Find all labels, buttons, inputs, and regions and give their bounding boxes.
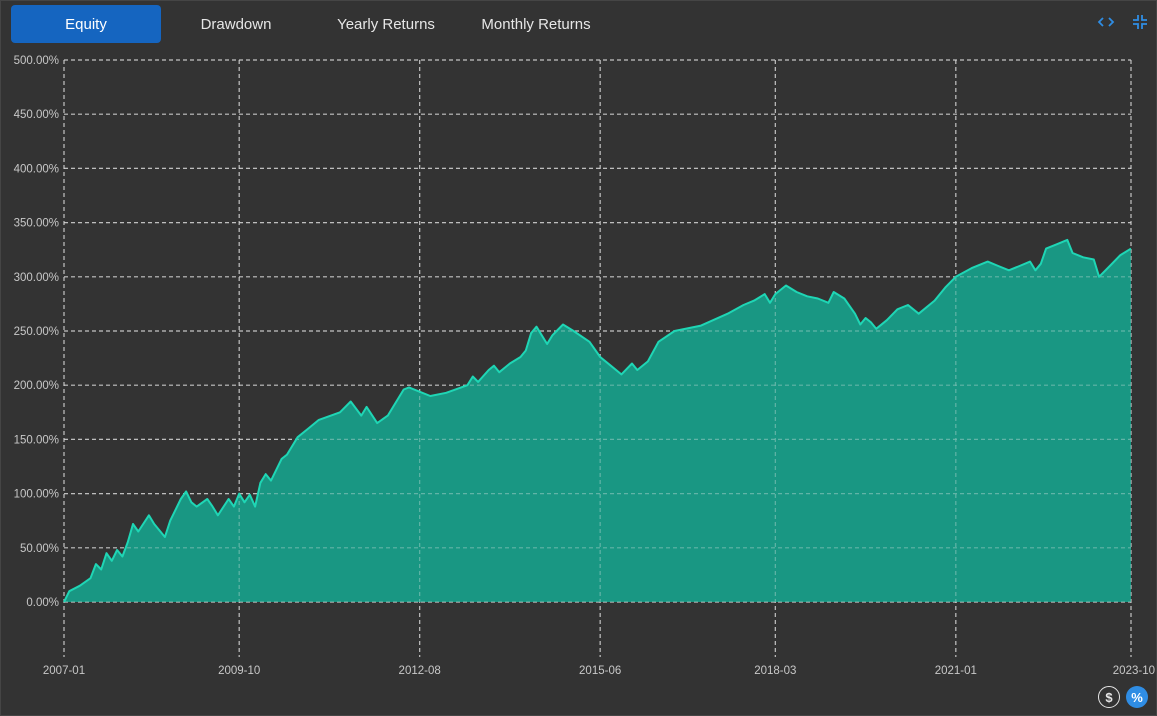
y-tick-label: 250.00%: [14, 326, 59, 338]
x-tick-label: 2009-10: [218, 665, 260, 677]
compress-icon[interactable]: [1130, 12, 1150, 32]
code-brackets-icon[interactable]: [1096, 12, 1116, 32]
grid-overlay: [63, 59, 1132, 657]
y-tick-label: 450.00%: [14, 109, 59, 121]
x-tick-label: 2015-06: [579, 665, 621, 677]
y-tick-label: 500.00%: [14, 55, 59, 67]
x-tick-label: 2012-08: [399, 665, 441, 677]
tab-monthly-returns[interactable]: Monthly Returns: [481, 15, 591, 33]
y-tick-label: 300.00%: [14, 272, 59, 284]
tab-yearly-returns[interactable]: Yearly Returns: [337, 15, 435, 33]
y-tick-label: 50.00%: [20, 543, 59, 555]
y-tick-label: 400.00%: [14, 163, 59, 175]
tab-bar: Equity Drawdown Yearly Returns Monthly R…: [11, 5, 611, 43]
y-tick-label: 350.00%: [14, 218, 59, 230]
y-tick-label: 0.00%: [26, 597, 59, 609]
tab-drawdown[interactable]: Drawdown: [200, 15, 272, 33]
y-tick-label: 100.00%: [14, 489, 59, 501]
equity-area: [64, 239, 1131, 602]
x-tick-label: 2018-03: [754, 665, 796, 677]
percent-toggle-button[interactable]: %: [1126, 686, 1148, 708]
x-tick-label: 2021-01: [935, 665, 977, 677]
equity-line: [63, 238, 1132, 603]
y-tick-label: 150.00%: [14, 434, 59, 446]
x-tick-label: 2007-01: [43, 665, 85, 677]
x-tick-label: 2023-10: [1113, 665, 1155, 677]
y-tick-label: 200.00%: [14, 380, 59, 392]
tab-equity[interactable]: Equity: [11, 5, 161, 43]
dollar-toggle-button[interactable]: $: [1098, 686, 1120, 708]
